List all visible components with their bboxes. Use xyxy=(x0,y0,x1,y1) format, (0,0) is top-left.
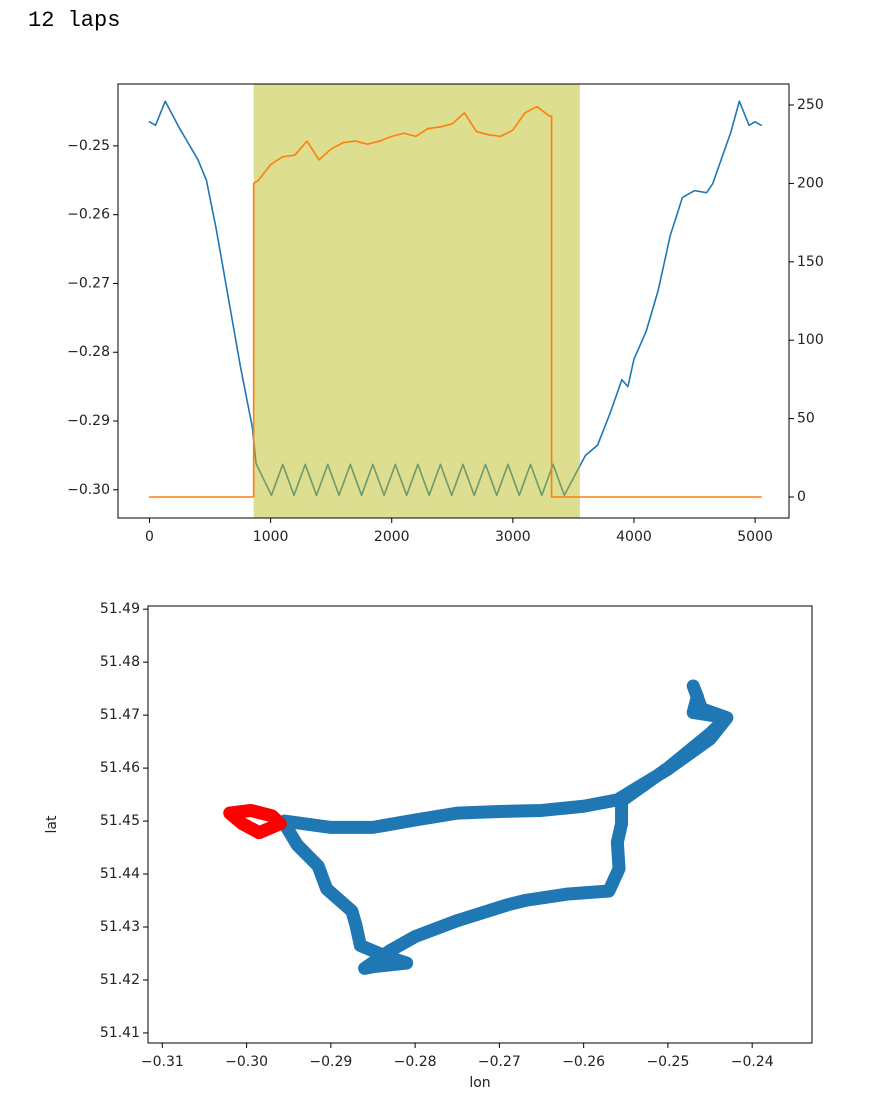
y-tick-label: 51.44 xyxy=(100,866,140,882)
x-tick-label: −0.24 xyxy=(731,1054,774,1070)
y-tick-label: −0.28 xyxy=(67,344,110,360)
x-tick-label: −0.30 xyxy=(225,1054,268,1070)
axes-frame xyxy=(117,83,790,519)
scatter-trace xyxy=(223,803,287,840)
x-tick-label: 5000 xyxy=(737,529,773,545)
output-text: 12 laps xyxy=(28,8,120,33)
y-tick-label: −0.30 xyxy=(67,482,110,498)
y-tick-label: 51.41 xyxy=(100,1025,140,1041)
y-tick-label: −0.25 xyxy=(67,138,110,154)
scatter-trace xyxy=(278,679,734,975)
y2-tick-label: 250 xyxy=(797,97,824,113)
y2-tick-label: 50 xyxy=(797,411,815,427)
y-tick-label: 51.46 xyxy=(100,760,140,776)
y-tick-label: 51.48 xyxy=(100,654,140,670)
x-tick-label: −0.31 xyxy=(141,1054,184,1070)
y-tick-label: −0.27 xyxy=(67,275,110,291)
y-tick-label: 51.45 xyxy=(100,813,140,829)
y-tick-label: 51.43 xyxy=(100,919,140,935)
line xyxy=(148,105,762,498)
x-tick-label: −0.28 xyxy=(394,1054,437,1070)
y2-tick-label: 200 xyxy=(797,175,824,191)
y2-tick-label: 0 xyxy=(797,489,806,505)
y2-tick-label: 150 xyxy=(797,254,824,270)
x-tick-label: −0.25 xyxy=(646,1054,689,1070)
x-tick-label: 1000 xyxy=(253,529,289,545)
span xyxy=(253,84,580,518)
x-tick-label: −0.29 xyxy=(309,1054,352,1070)
y2-tick-label: 100 xyxy=(797,332,824,348)
axes-frame xyxy=(147,605,813,1044)
y-axis-label: lat xyxy=(44,815,60,833)
x-tick-label: 0 xyxy=(145,529,154,545)
x-tick-label: 4000 xyxy=(616,529,652,545)
y-tick-label: 51.47 xyxy=(100,707,140,723)
x-tick-label: 2000 xyxy=(374,529,410,545)
y-tick-label: −0.29 xyxy=(67,413,110,429)
x-axis-label: lon xyxy=(469,1075,490,1091)
y-tick-label: 51.49 xyxy=(100,601,140,617)
x-tick-label: −0.26 xyxy=(562,1054,605,1070)
y-tick-label: 51.42 xyxy=(100,972,140,988)
x-tick-label: 3000 xyxy=(495,529,531,545)
y-tick-label: −0.26 xyxy=(67,207,110,223)
x-tick-label: −0.27 xyxy=(478,1054,521,1070)
